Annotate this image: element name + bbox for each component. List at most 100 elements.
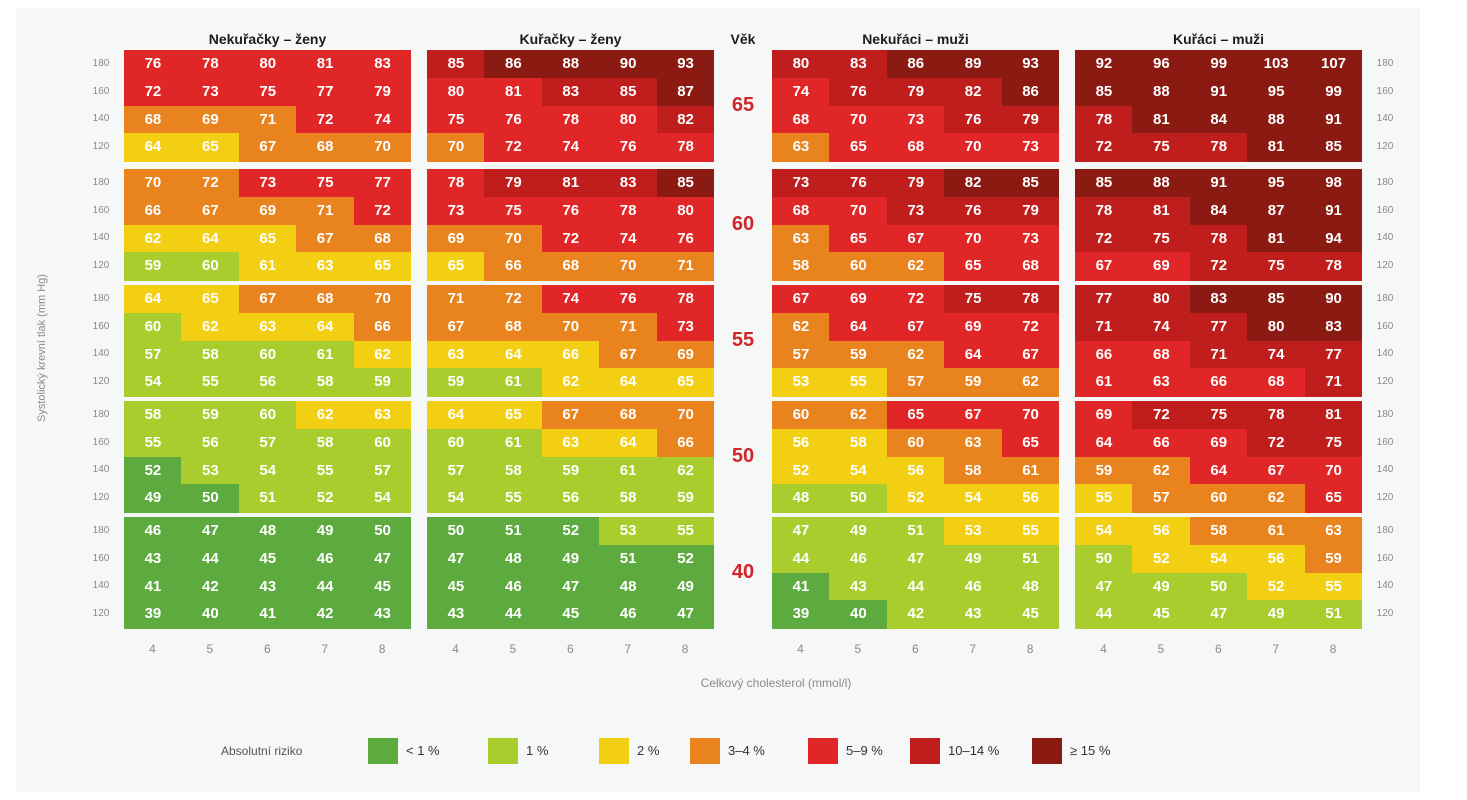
heatmap-cell: 83	[1189, 285, 1248, 314]
heatmap-cell: 73	[656, 312, 715, 341]
heatmap-cell: 47	[1075, 572, 1133, 601]
heatmap-cell: 85	[1001, 169, 1060, 198]
heatmap-cell: 58	[1189, 517, 1248, 546]
heatmap-cell: 70	[353, 133, 412, 162]
heatmap-cell: 75	[1189, 401, 1248, 430]
heatmap-cell: 62	[656, 456, 715, 485]
heatmap-cell: 70	[1001, 401, 1060, 430]
heatmap-cell: 71	[238, 105, 297, 134]
y-tick-label: 120	[1376, 608, 1394, 620]
y-tick-label: 160	[1376, 320, 1394, 332]
heatmap-cell: 76	[599, 285, 658, 314]
y-tick-label: 160	[1376, 204, 1394, 216]
heatmap-cell: 47	[772, 517, 830, 546]
x-tick-label: 8	[681, 642, 689, 656]
heatmap-cell: 65	[181, 285, 240, 314]
heatmap-cell: 71	[1304, 368, 1363, 397]
legend-label: 2 %	[637, 743, 660, 758]
heatmap-cell: 88	[541, 50, 600, 79]
age-block: 60 62 65 67 70 56 58 60 63 65 52 54 56 58 61 48 50 52 54 56	[772, 401, 1060, 513]
x-tick-label: 8	[378, 642, 386, 656]
heatmap-cell: 75	[238, 77, 297, 106]
heatmap-cell: 76	[944, 196, 1003, 225]
heatmap-cell: 48	[599, 572, 658, 601]
heatmap-cell: 66	[541, 340, 600, 369]
heatmap-cell: 64	[599, 428, 658, 457]
heatmap-cell: 82	[944, 169, 1003, 198]
heatmap-cell: 84	[1189, 105, 1248, 134]
heatmap-cell: 67	[181, 196, 240, 225]
heatmap-cell: 64	[181, 224, 240, 253]
y-tick-label: 120	[1376, 260, 1394, 272]
heatmap-cell: 41	[124, 572, 182, 601]
heatmap-cell: 76	[599, 133, 658, 162]
heatmap-cell: 54	[944, 484, 1003, 513]
heatmap-cell: 72	[1189, 252, 1248, 281]
heatmap-cell: 65	[427, 252, 485, 281]
y-tick-label: 160	[1376, 552, 1394, 564]
heatmap-cell: 80	[427, 77, 485, 106]
heatmap-cell: 47	[1189, 600, 1248, 629]
heatmap-cell: 59	[353, 368, 412, 397]
panel-title: Nekuřáci – muži	[862, 31, 969, 47]
heatmap-cell: 71	[1189, 340, 1248, 369]
heatmap-cell: 75	[1304, 428, 1363, 457]
heatmap-cell: 86	[484, 50, 543, 79]
heatmap-cell: 78	[1189, 133, 1248, 162]
heatmap-cell: 85	[599, 77, 658, 106]
heatmap-cell: 78	[1075, 105, 1133, 134]
legend: Absolutní riziko < 1 % 1 % 2 % 3–4 % 5–9 % 10…	[16, 736, 1420, 766]
heatmap-cell: 80	[1247, 312, 1306, 341]
age-block: 70 72 73 75 77 66 67 69 71 72 62 64 65 67 68 59 60 61 63 65	[124, 169, 412, 281]
heatmap-cell: 91	[1189, 169, 1248, 198]
x-tick-label: 7	[1272, 642, 1280, 656]
heatmap-cell: 72	[1075, 224, 1133, 253]
heatmap-cell: 91	[1304, 105, 1363, 134]
heatmap-cell: 44	[484, 600, 543, 629]
heatmap-cell: 78	[1189, 224, 1248, 253]
y-tick-label: 180	[92, 408, 110, 420]
heatmap-cell: 54	[829, 456, 888, 485]
age-block: 71 72 74 76 78 67 68 70 71 73 63 64 66 67 69 59 61 62 64 65	[427, 285, 715, 397]
heatmap-cell: 85	[1247, 285, 1306, 314]
heatmap-cell: 72	[1001, 312, 1060, 341]
heatmap-cell: 49	[829, 517, 888, 546]
y-tick-label: 140	[1376, 580, 1394, 592]
heatmap-cell: 81	[1247, 224, 1306, 253]
heatmap-cell: 65	[829, 224, 888, 253]
heatmap-cell: 57	[886, 368, 945, 397]
heatmap-cell: 59	[1304, 544, 1363, 573]
legend-label: 10–14 %	[948, 743, 1000, 758]
legend-label: 5–9 %	[846, 743, 883, 758]
legend-swatch	[488, 738, 518, 764]
heatmap-cell: 50	[829, 484, 888, 513]
heatmap-cell: 68	[296, 285, 355, 314]
heatmap-cell: 58	[181, 340, 240, 369]
heatmap-cell: 60	[1189, 484, 1248, 513]
heatmap-cell: 77	[1189, 312, 1248, 341]
heatmap-cell: 62	[124, 224, 182, 253]
heatmap-cell: 58	[772, 252, 830, 281]
heatmap-cell: 83	[599, 169, 658, 198]
heatmap-cell: 56	[181, 428, 240, 457]
heatmap-cell: 78	[599, 196, 658, 225]
heatmap-cell: 68	[886, 133, 945, 162]
heatmap-cell: 79	[886, 169, 945, 198]
heatmap-cell: 50	[1075, 544, 1133, 573]
heatmap-cell: 65	[353, 252, 412, 281]
heatmap-cell: 81	[484, 77, 543, 106]
heatmap-cell: 83	[541, 77, 600, 106]
heatmap-cell: 75	[296, 169, 355, 198]
heatmap-cell: 62	[886, 252, 945, 281]
age-block: 50 51 52 53 55 47 48 49 51 52 45 46 47 48 49 43 44 45 46 47	[427, 517, 715, 629]
heatmap-cell: 99	[1189, 50, 1248, 79]
heatmap-cell: 65	[238, 224, 297, 253]
heatmap-cell: 73	[886, 196, 945, 225]
y-tick-label: 120	[92, 492, 110, 504]
y-tick-label: 180	[1376, 176, 1394, 188]
y-tick-label: 160	[1376, 436, 1394, 448]
heatmap-cell: 81	[1132, 196, 1191, 225]
x-tick-label: 8	[1026, 642, 1034, 656]
heatmap-cell: 69	[427, 224, 485, 253]
heatmap-cell: 74	[541, 133, 600, 162]
